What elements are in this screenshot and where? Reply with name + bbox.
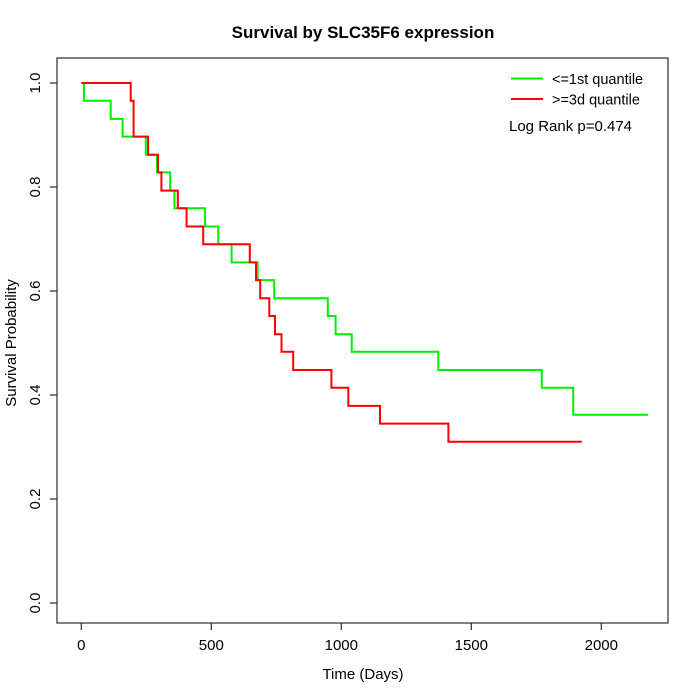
- y-tick-label: 0.6: [27, 281, 44, 302]
- x-axis-title: Time (Days): [322, 666, 403, 683]
- km-curve-third-quantile: [81, 82, 582, 443]
- y-tick-label: 0.8: [27, 177, 44, 198]
- plot-box: [56, 57, 669, 624]
- chart-title: Survival by SLC35F6 expression: [232, 23, 495, 42]
- x-tick-label: 2000: [585, 637, 618, 654]
- x-tick-label: 0: [77, 637, 85, 654]
- x-tick-label: 1000: [325, 637, 358, 654]
- y-tick-label: 0.0: [27, 593, 44, 614]
- plot-area: 0 500 1000 1500 2000 0.0 0.2 0.4 0.6 0.8 1.0: [27, 73, 649, 654]
- legend-label-third-quantile: >=3d quantile: [552, 93, 640, 109]
- x-tick-label: 500: [199, 637, 224, 654]
- legend: <=1st quantile >=3d quantile: [511, 72, 643, 109]
- y-axis-title: Survival Probability: [3, 279, 20, 407]
- y-tick-label: 0.4: [27, 385, 44, 406]
- legend-label-first-quantile: <=1st quantile: [552, 72, 643, 88]
- log-rank-annotation: Log Rank p=0.474: [509, 118, 632, 135]
- x-tick-label: 1500: [455, 637, 488, 654]
- y-tick-label: 1.0: [27, 73, 44, 94]
- y-tick-label: 0.2: [27, 489, 44, 510]
